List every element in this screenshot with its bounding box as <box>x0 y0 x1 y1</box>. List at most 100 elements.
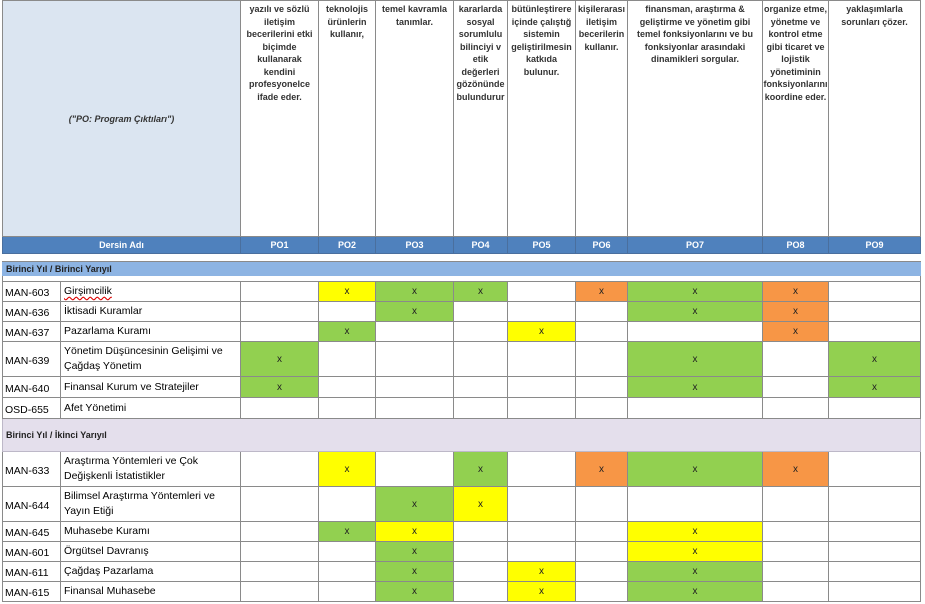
po9-cell: x <box>828 376 921 398</box>
mark-x: x <box>412 306 417 317</box>
mark-x: x <box>344 463 350 475</box>
mark-x: x <box>412 286 417 297</box>
course-code: MAN-611 <box>2 561 61 582</box>
po2-cell <box>318 581 376 602</box>
po8-cell <box>762 397 829 419</box>
mark-x: x <box>478 286 483 297</box>
course-name: Bilimsel Araştırma Yöntemleri ve Yayın E… <box>60 486 241 522</box>
mark-x: x <box>692 526 698 537</box>
course-name: Muhasebe Kuramı <box>60 521 241 542</box>
po2-cell: x <box>318 321 376 342</box>
po9-description: yaklaşımlarla sorunları çözer. <box>828 0 921 237</box>
semester-label: Birinci Yıl / Birinci Yarıyıl <box>2 261 921 276</box>
semester-row: Birinci Yıl / Birinci Yarıyıl <box>2 261 921 276</box>
po9-cell <box>828 561 921 582</box>
course-code: MAN-601 <box>2 541 61 562</box>
po1-header: PO1 <box>240 236 319 254</box>
po9-cell <box>828 486 921 522</box>
po5-cell <box>507 486 576 522</box>
mark-x: x <box>872 353 877 365</box>
semester-row: Birinci Yıl / İkinci Yarıyıl <box>2 418 921 452</box>
po7-cell: x <box>627 451 763 487</box>
course-row: MAN-615 Finansal Muhasebe x x x <box>2 581 921 602</box>
po3-cell <box>375 397 454 419</box>
po8-cell <box>762 376 829 398</box>
po7-cell <box>627 397 763 419</box>
course-row: MAN-633 Araştırma Yöntemleri ve Çok Değiş… <box>2 451 921 487</box>
course-name-header: Dersin Adı <box>2 236 241 254</box>
course-row: MAN-611 Çağdaş Pazarlama x x x <box>2 561 921 582</box>
po4-cell: x <box>453 486 508 522</box>
po1-cell <box>240 301 319 322</box>
po1-cell: x <box>240 376 319 398</box>
course-code: MAN-644 <box>2 486 61 522</box>
po5-cell <box>507 281 576 302</box>
po9-cell <box>828 281 921 302</box>
po6-cell <box>575 541 628 562</box>
po7-cell <box>627 321 763 342</box>
course-code: MAN-639 <box>2 341 61 377</box>
po8-cell: x <box>762 451 829 487</box>
po3-cell: x <box>375 541 454 562</box>
po2-description: teknolojis ürünlerin kullanır, <box>318 0 376 237</box>
po6-cell <box>575 301 628 322</box>
po6-cell <box>575 397 628 419</box>
po4-description: kararlarda sosyal sorumlulu bilinciyi v … <box>453 0 508 237</box>
po2-cell <box>318 301 376 322</box>
po1-cell <box>240 451 319 487</box>
po7-cell: x <box>627 376 763 398</box>
po1-cell: x <box>240 341 319 377</box>
course-name: Finansal Muhasebe <box>60 581 241 602</box>
mark-x: x <box>277 353 282 365</box>
mark-x: x <box>344 286 350 297</box>
po2-cell <box>318 397 376 419</box>
po5-cell <box>507 451 576 487</box>
po7-cell: x <box>627 301 763 322</box>
po8-cell: x <box>762 301 829 322</box>
po7-cell: x <box>627 581 763 602</box>
po9-cell <box>828 541 921 562</box>
mark-x: x <box>412 586 417 597</box>
mark-x: x <box>692 286 698 297</box>
po4-cell <box>453 341 508 377</box>
course-code: MAN-603 <box>2 281 61 302</box>
po3-cell: x <box>375 561 454 582</box>
po1-cell <box>240 486 319 522</box>
po5-cell <box>507 521 576 542</box>
po1-cell <box>240 581 319 602</box>
mark-x: x <box>793 286 798 297</box>
mark-x: x <box>692 306 698 317</box>
po3-cell <box>375 321 454 342</box>
po3-cell: x <box>375 301 454 322</box>
po7-cell: x <box>627 541 763 562</box>
po6-cell: x <box>575 281 628 302</box>
po9-cell <box>828 301 921 322</box>
course-name: Pazarlama Kuramı <box>60 321 241 342</box>
po2-cell <box>318 341 376 377</box>
po9-cell <box>828 521 921 542</box>
course-name: Yönetim Düşüncesinin Gelişimi ve Çağdaş … <box>60 341 241 377</box>
po9-cell <box>828 451 921 487</box>
po4-cell: x <box>453 451 508 487</box>
course-name: Araştırma Yöntemleri ve Çok Değişkenli İ… <box>60 451 241 487</box>
po8-cell <box>762 521 829 542</box>
po8-description: organize etme, yönetme ve kontrol etme g… <box>762 0 829 237</box>
po6-cell <box>575 376 628 398</box>
po3-cell: x <box>375 521 454 542</box>
mark-x: x <box>539 586 544 597</box>
mark-x: x <box>412 526 417 537</box>
po4-cell <box>453 321 508 342</box>
mark-x: x <box>478 498 483 510</box>
po2-cell: x <box>318 521 376 542</box>
po5-cell <box>507 341 576 377</box>
po4-cell <box>453 581 508 602</box>
po2-cell <box>318 376 376 398</box>
spacer-cell <box>2 253 921 262</box>
po7-header: PO7 <box>627 236 763 254</box>
course-name: Finansal Kurum ve Stratejiler <box>60 376 241 398</box>
po8-cell <box>762 341 829 377</box>
mark-x: x <box>344 326 350 337</box>
po6-cell <box>575 486 628 522</box>
po5-description: bütünleştirere içinde çalıştığ sistemin … <box>507 0 576 237</box>
